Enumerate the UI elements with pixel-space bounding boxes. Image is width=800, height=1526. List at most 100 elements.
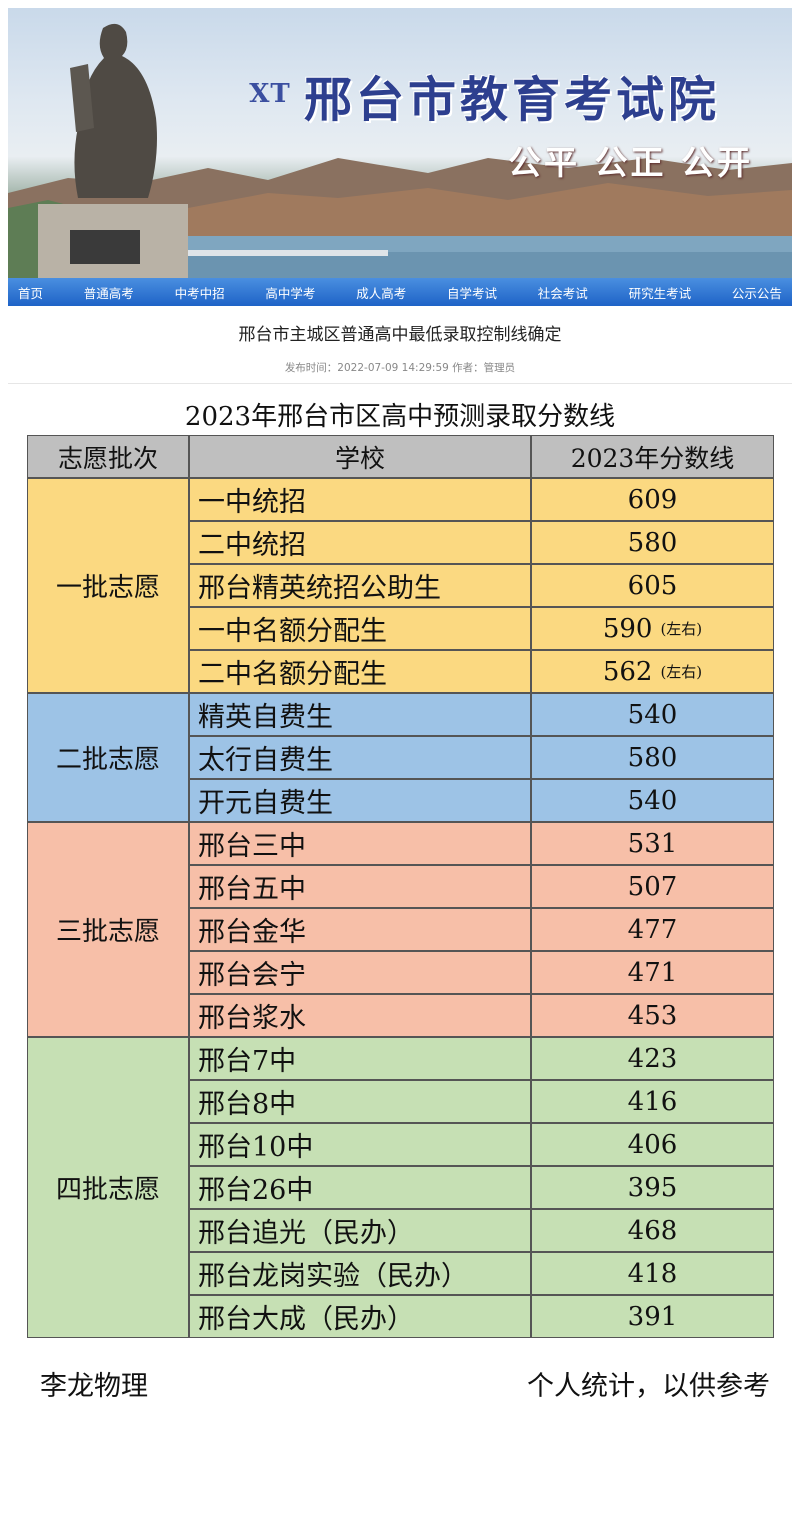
score-value: 471 xyxy=(627,957,678,988)
site-logo: XT xyxy=(249,79,291,109)
score-cell: 416 xyxy=(531,1080,774,1123)
score-value: 540 xyxy=(627,699,678,730)
score-value: 423 xyxy=(627,1043,678,1074)
table-row: 开元自费生 540 xyxy=(28,779,775,823)
header-school: 学校 xyxy=(189,435,531,478)
nav-item-announcements[interactable]: 公示公告 xyxy=(731,285,782,301)
nav-item-social-exam[interactable]: 社会考试 xyxy=(537,285,588,301)
table-row: 一中名额分配生 590 (左右) xyxy=(28,607,775,651)
school-cell: 邢台龙岗实验（民办） xyxy=(189,1252,531,1295)
score-value: 590 xyxy=(602,613,653,644)
score-cell: 453 xyxy=(531,994,774,1037)
nav-item-self-study[interactable]: 自学考试 xyxy=(446,285,497,301)
table-row: 邢台龙岗实验（民办） 418 xyxy=(28,1252,775,1296)
nav-item-adult-exam[interactable]: 成人高考 xyxy=(356,285,407,301)
table-row: 太行自费生 580 xyxy=(28,736,775,780)
school-cell: 邢台会宁 xyxy=(189,951,531,994)
score-note: (左右) xyxy=(660,663,703,681)
nav-item-gaokao[interactable]: 普通高考 xyxy=(83,285,134,301)
table-row: 邢台8中 416 xyxy=(28,1080,775,1124)
score-cell: 468 xyxy=(531,1209,774,1252)
table-row: 邢台精英统招公助生 605 xyxy=(28,564,775,608)
score-value: 406 xyxy=(627,1129,678,1160)
table-row: 邢台26中 395 xyxy=(28,1166,775,1210)
score-value: 416 xyxy=(627,1086,678,1117)
table-row: 邢台金华 477 xyxy=(28,908,775,952)
table-row: 邢台7中 423 xyxy=(28,1037,775,1081)
site-slogan: 公平 公正 公开 xyxy=(508,143,753,182)
score-value: 580 xyxy=(627,742,678,773)
batch-cell: 一批志愿 xyxy=(27,478,189,693)
school-cell: 一中名额分配生 xyxy=(189,607,531,650)
divider xyxy=(8,383,792,384)
score-cell: 590 (左右) xyxy=(531,607,774,650)
table-caption: 2023年邢台市区高中预测录取分数线 xyxy=(184,402,616,432)
score-value: 468 xyxy=(627,1215,678,1246)
score-cell: 580 xyxy=(531,736,774,779)
table-row: 一中统招 609 xyxy=(28,478,775,522)
score-value: 605 xyxy=(627,570,678,601)
school-cell: 邢台7中 xyxy=(189,1037,531,1080)
score-cell: 471 xyxy=(531,951,774,994)
school-cell: 邢台金华 xyxy=(189,908,531,951)
site-title: 邢台市教育考试院 xyxy=(304,72,721,128)
score-cell: 406 xyxy=(531,1123,774,1166)
school-cell: 一中统招 xyxy=(189,478,531,521)
batch-cell: 二批志愿 xyxy=(27,693,189,822)
score-value: 609 xyxy=(627,484,678,515)
table-row: 精英自费生 540 xyxy=(28,693,775,737)
school-cell: 开元自费生 xyxy=(189,779,531,822)
table-row: 邢台10中 406 xyxy=(28,1123,775,1167)
table-row: 邢台五中 507 xyxy=(28,865,775,909)
table-row: 二中名额分配生 562 (左右) xyxy=(28,650,775,694)
nav-item-xuekao[interactable]: 高中学考 xyxy=(265,285,316,301)
school-cell: 精英自费生 xyxy=(189,693,531,736)
score-value: 418 xyxy=(627,1258,678,1289)
score-cell: 531 xyxy=(531,822,774,865)
table-row: 邢台三中 531 xyxy=(28,822,775,866)
table-row: 邢台大成（民办） 391 xyxy=(28,1295,775,1339)
nav-item-home[interactable]: 首页 xyxy=(18,285,44,301)
score-value: 531 xyxy=(627,828,678,859)
score-value: 395 xyxy=(627,1172,678,1203)
score-value: 540 xyxy=(627,785,678,816)
school-cell: 邢台五中 xyxy=(189,865,531,908)
banner-landscape-image xyxy=(8,23,792,278)
header-batch: 志愿批次 xyxy=(27,435,189,478)
score-value: 562 xyxy=(602,656,653,687)
score-cell: 477 xyxy=(531,908,774,951)
score-cell: 391 xyxy=(531,1295,774,1338)
score-note: (左右) xyxy=(660,620,703,638)
footer-author: 李龙物理 xyxy=(40,1371,148,1402)
article-title: 邢台市主城区普通高中最低录取控制线确定 xyxy=(238,325,562,345)
score-value: 580 xyxy=(627,527,678,558)
school-cell: 邢台8中 xyxy=(189,1080,531,1123)
school-cell: 二中名额分配生 xyxy=(189,650,531,693)
score-cell: 540 xyxy=(531,779,774,822)
school-cell: 邢台26中 xyxy=(189,1166,531,1209)
score-value: 391 xyxy=(627,1301,678,1332)
score-value: 477 xyxy=(627,914,678,945)
nav-item-graduate-exam[interactable]: 研究生考试 xyxy=(628,285,692,301)
score-cell: 605 xyxy=(531,564,774,607)
school-cell: 邢台三中 xyxy=(189,822,531,865)
score-cell: 540 xyxy=(531,693,774,736)
main-nav: 首页 普通高考 中考中招 高中学考 成人高考 自学考试 社会考试 研究生考试 公… xyxy=(8,278,792,306)
score-cell: 507 xyxy=(531,865,774,908)
school-cell: 邢台精英统招公助生 xyxy=(189,564,531,607)
score-value: 453 xyxy=(627,1000,678,1031)
school-cell: 二中统招 xyxy=(189,521,531,564)
nav-item-zhongkao[interactable]: 中考中招 xyxy=(174,285,225,301)
header-banner: XT 邢台市教育考试院 公平 公正 公开 xyxy=(8,8,792,278)
school-cell: 邢台追光（民办） xyxy=(189,1209,531,1252)
table-row: 邢台会宁 471 xyxy=(28,951,775,995)
score-cell: 418 xyxy=(531,1252,774,1295)
score-value: 507 xyxy=(627,871,678,902)
batch-cell: 四批志愿 xyxy=(27,1037,189,1338)
score-cell: 562 (左右) xyxy=(531,650,774,693)
score-cell: 580 xyxy=(531,521,774,564)
table-header-row: 志愿批次 学校 2023年分数线 xyxy=(27,435,775,479)
header-score: 2023年分数线 xyxy=(531,435,774,478)
school-cell: 邢台10中 xyxy=(189,1123,531,1166)
table-row: 邢台追光（民办） 468 xyxy=(28,1209,775,1253)
